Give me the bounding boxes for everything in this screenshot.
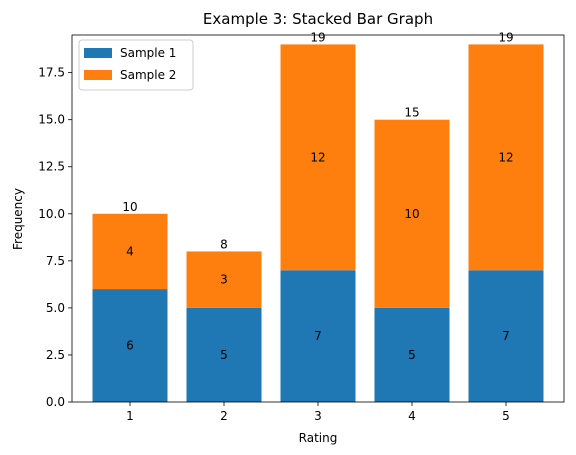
x-tick-label-5: 5 — [502, 409, 510, 423]
total-label-2: 8 — [220, 237, 228, 251]
segment-label-3-series-1: 7 — [314, 329, 322, 343]
x-tick-label-1: 1 — [126, 409, 134, 423]
bar-2-series-1 — [186, 307, 262, 402]
y-tick-label-0: 0.0 — [46, 395, 65, 409]
bar-5-series-1 — [468, 270, 544, 402]
x-axis-label: Rating — [299, 431, 338, 445]
bar-3-series-2 — [280, 44, 356, 271]
plot-area: 6410153827121935101547121950.02.55.07.51… — [38, 30, 565, 423]
legend: Sample 1 Sample 2 — [78, 39, 194, 91]
bar-5-series-2 — [468, 44, 544, 271]
total-label-4: 15 — [404, 106, 419, 120]
x-tick-label-4: 4 — [408, 409, 416, 423]
segment-label-1-series-1: 6 — [126, 339, 134, 353]
segment-label-4-series-1: 5 — [408, 348, 416, 362]
y-tick-label-1: 2.5 — [46, 348, 65, 362]
x-tick-label-2: 2 — [220, 409, 228, 423]
y-tick-label-7: 17.5 — [38, 66, 65, 80]
segment-label-5-series-1: 7 — [502, 329, 510, 343]
y-tick-label-2: 5.0 — [46, 301, 65, 315]
segment-label-2-series-2: 3 — [220, 273, 228, 287]
segment-label-5-series-2: 12 — [498, 150, 513, 164]
segment-label-1-series-2: 4 — [126, 244, 134, 258]
axes-frame — [71, 34, 565, 403]
total-label-1: 10 — [122, 200, 137, 214]
bar-3-series-1 — [280, 270, 356, 402]
chart-title: Example 3: Stacked Bar Graph — [203, 10, 433, 28]
total-label-5: 19 — [498, 30, 513, 44]
legend-swatch-series-1 — [84, 48, 112, 58]
bar-4-series-1 — [374, 307, 450, 402]
y-axis-label: Frequency — [11, 188, 25, 250]
bar-4-series-2 — [374, 119, 450, 308]
legend-swatch-series-2 — [84, 70, 112, 80]
bar-1-series-2 — [92, 213, 168, 290]
legend-label-series-2: Sample 2 — [120, 68, 176, 82]
y-tick-label-3: 7.5 — [46, 254, 65, 268]
legend-label-series-1: Sample 1 — [120, 46, 176, 60]
y-tick-label-5: 12.5 — [38, 160, 65, 174]
segment-label-2-series-1: 5 — [220, 348, 228, 362]
x-tick-label-3: 3 — [314, 409, 322, 423]
bar-1-series-1 — [92, 289, 168, 402]
y-tick-label-6: 15.0 — [38, 113, 65, 127]
segment-label-3-series-2: 12 — [310, 150, 325, 164]
segment-label-4-series-2: 10 — [404, 207, 419, 221]
y-tick-label-4: 10.0 — [38, 207, 65, 221]
bar-2-series-2 — [186, 251, 262, 308]
total-label-3: 19 — [310, 30, 325, 44]
